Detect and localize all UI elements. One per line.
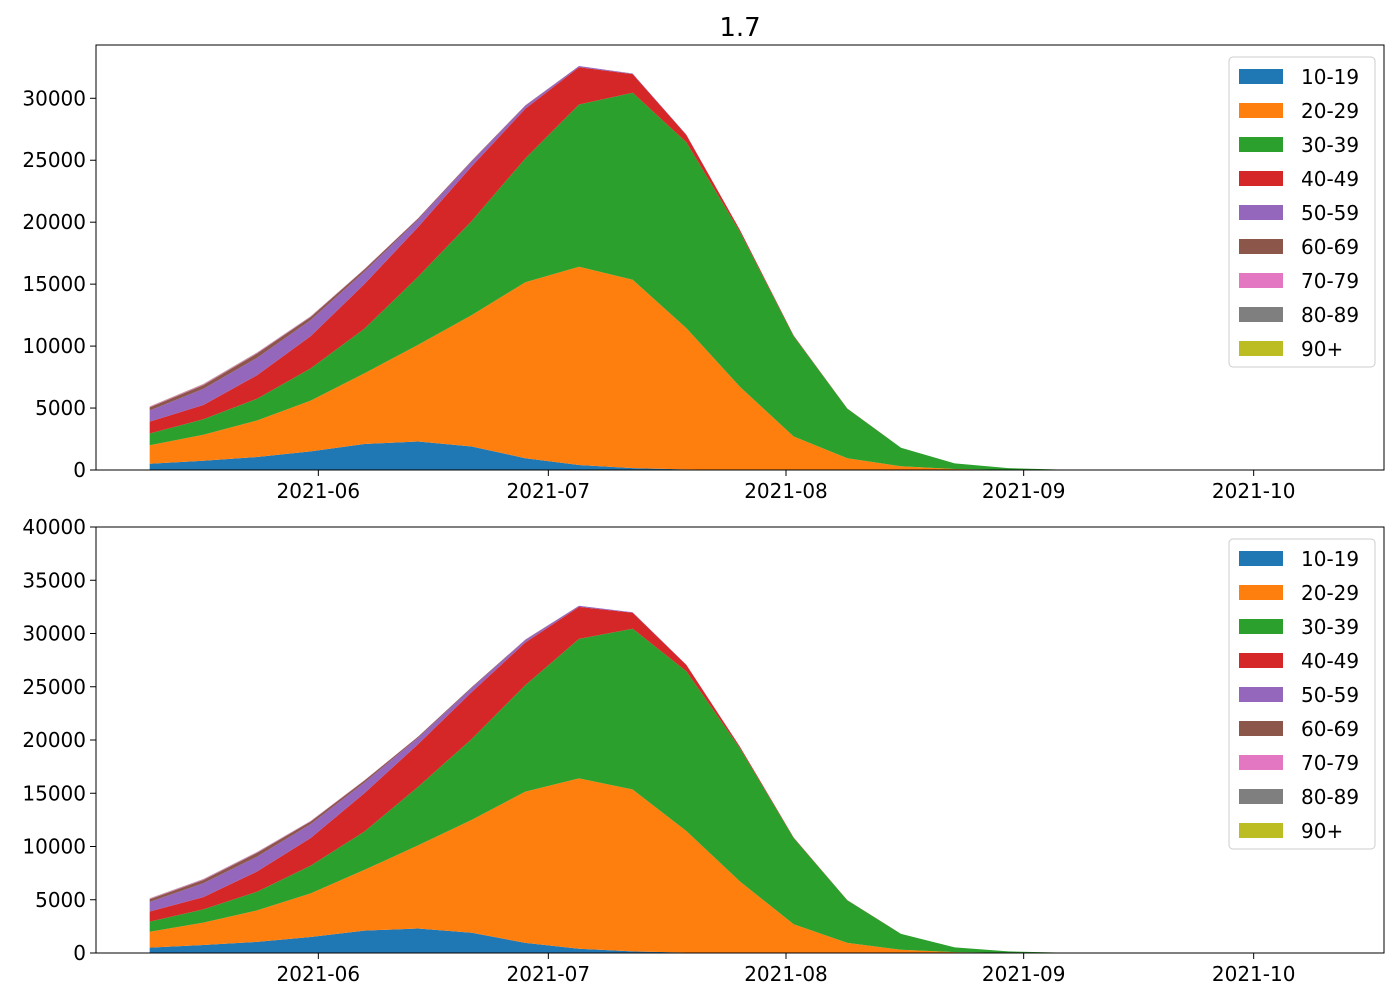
legend-label: 10-19 — [1301, 547, 1359, 571]
legend-label: 60-69 — [1301, 235, 1359, 259]
y-tick-label: 35000 — [22, 568, 86, 592]
y-tick-label: 30000 — [22, 622, 86, 646]
y-tick-label: 20000 — [22, 210, 86, 234]
legend-swatch — [1239, 789, 1283, 804]
y-tick-label: 20000 — [22, 728, 86, 752]
legend-swatch — [1239, 755, 1283, 770]
legend-swatch — [1239, 585, 1283, 600]
x-tick-label: 2021-06 — [277, 962, 361, 986]
legend-label: 20-29 — [1301, 581, 1359, 605]
area-series-10-19 — [149, 441, 1331, 470]
legend-swatch — [1239, 653, 1283, 668]
stacked-areas — [149, 605, 1331, 953]
legend-label: 40-49 — [1301, 167, 1359, 191]
legend-swatch — [1239, 239, 1283, 254]
chart-panel-top: 0 5000 10000 15000 20000 25000 30000 2021-06 202… — [22, 44, 1385, 503]
y-tick-label: 10000 — [22, 835, 86, 859]
legend-label: 80-89 — [1301, 785, 1359, 809]
legend-swatch — [1239, 137, 1283, 152]
legend-swatch — [1239, 171, 1283, 186]
y-tick-label: 25000 — [22, 148, 86, 172]
legend-label: 80-89 — [1301, 303, 1359, 327]
legend-label: 30-39 — [1301, 133, 1359, 157]
legend-box — [1228, 56, 1376, 368]
x-tick-label: 2021-08 — [744, 479, 828, 503]
legend-box — [1228, 538, 1376, 850]
y-tick-label: 15000 — [22, 781, 86, 805]
y-tick-label: 15000 — [22, 272, 86, 296]
legend-swatch — [1239, 69, 1283, 84]
area-series-30-39 — [149, 628, 1331, 953]
x-tick-label: 2021-07 — [507, 962, 591, 986]
legend-label: 10-19 — [1301, 65, 1359, 89]
legend-swatch — [1239, 823, 1283, 838]
legend-swatch — [1239, 273, 1283, 288]
x-tick-label: 2021-09 — [982, 962, 1066, 986]
legend-swatch — [1239, 307, 1283, 322]
y-tick-label: 25000 — [22, 675, 86, 699]
legend-swatch — [1239, 205, 1283, 220]
legend-swatch — [1239, 721, 1283, 736]
legend-swatch — [1239, 619, 1283, 634]
area-series-20-29 — [149, 266, 1331, 470]
legend-label: 30-39 — [1301, 615, 1359, 639]
stacked-areas — [149, 65, 1331, 471]
legend-swatch — [1239, 687, 1283, 702]
legend-label: 70-79 — [1301, 269, 1359, 293]
area-series-40-49 — [149, 67, 1331, 471]
legend-label: 60-69 — [1301, 717, 1359, 741]
legend-label: 50-59 — [1301, 201, 1359, 225]
legend: 10-19 20-29 30-39 40-49 50-59 60-69 70-79 80-89… — [1228, 538, 1376, 850]
area-series-10-19 — [149, 928, 1331, 953]
area-series-30-39 — [149, 92, 1331, 470]
plot-frame — [95, 44, 1385, 471]
x-tick-label: 2021-08 — [744, 962, 828, 986]
legend-label: 90+ — [1301, 337, 1343, 361]
y-tick-label: 5000 — [35, 396, 86, 420]
x-tick-label: 2021-10 — [1212, 479, 1296, 503]
legend-swatch — [1239, 551, 1283, 566]
chart-panel-bottom: 0 5000 10000 15000 20000 25000 30000 35000 40000… — [22, 515, 1385, 986]
legend-swatch — [1239, 103, 1283, 118]
y-tick-label: 5000 — [35, 888, 86, 912]
x-tick-label: 2021-06 — [277, 479, 361, 503]
y-tick-label: 10000 — [22, 334, 86, 358]
legend-label: 40-49 — [1301, 649, 1359, 673]
x-tick-label: 2021-10 — [1212, 962, 1296, 986]
legend-label: 70-79 — [1301, 751, 1359, 775]
y-tick-label: 30000 — [22, 86, 86, 110]
legend-label: 50-59 — [1301, 683, 1359, 707]
x-tick-label: 2021-07 — [507, 479, 591, 503]
area-series-20-29 — [149, 778, 1331, 953]
x-tick-label: 2021-09 — [982, 479, 1066, 503]
legend: 10-19 20-29 30-39 40-49 50-59 60-69 70-79 80-89… — [1228, 56, 1376, 368]
legend-label: 20-29 — [1301, 99, 1359, 123]
y-tick-label: 40000 — [22, 515, 86, 539]
y-tick-label: 0 — [73, 941, 86, 965]
area-series-40-49 — [149, 606, 1331, 953]
legend-label: 90+ — [1301, 819, 1343, 843]
chart-title: 1.7 — [719, 13, 760, 43]
legend-swatch — [1239, 341, 1283, 356]
y-tick-label: 0 — [73, 458, 86, 482]
